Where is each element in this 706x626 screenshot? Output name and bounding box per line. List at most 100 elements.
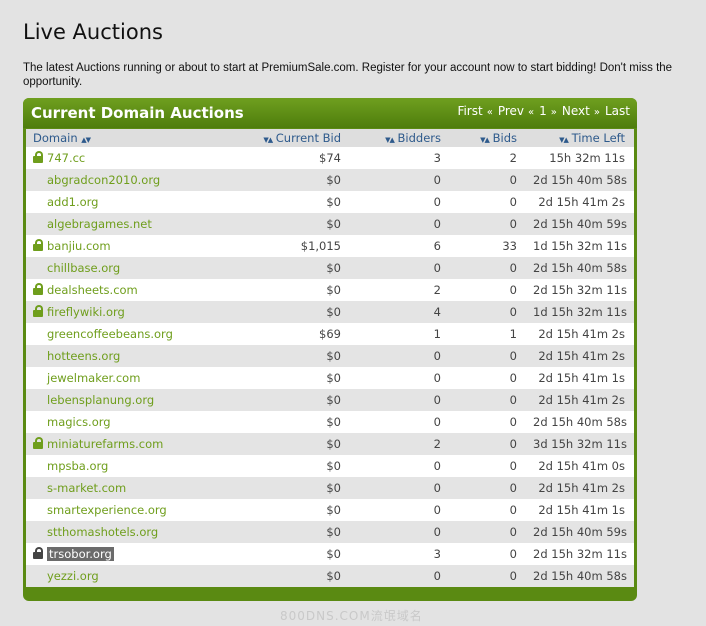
- table-row: fireflywiki.org $0 4 0 1d 15h 32m 11s: [26, 301, 634, 323]
- table-row: abgradcon2010.org $0 0 0 2d 15h 40m 58s: [26, 169, 634, 191]
- pager-last-link[interactable]: Last: [605, 104, 630, 118]
- domain-link[interactable]: add1.org: [47, 195, 99, 209]
- intro-text: The latest Auctions running or about to …: [23, 62, 673, 88]
- domain-link[interactable]: s-market.com: [47, 481, 127, 495]
- bids-cell: 33: [449, 235, 529, 257]
- table-row: smartexperience.org $0 0 0 2d 15h 41m 1s: [26, 499, 634, 521]
- current-bid-cell: $0: [223, 213, 345, 235]
- bidders-cell: 0: [345, 169, 449, 191]
- current-bid-cell: $69: [223, 323, 345, 345]
- domain-cell: lebensplanung.org: [26, 389, 223, 411]
- domain-link[interactable]: banjiu.com: [47, 239, 111, 253]
- table-row: chillbase.org $0 0 0 2d 15h 40m 58s: [26, 257, 634, 279]
- pager-first-link[interactable]: First: [457, 104, 483, 118]
- bidders-cell: 0: [345, 455, 449, 477]
- auctions-table-wrap: Domain ▲▼ ▼▲ Current Bid ▼▲ Bidders ▼▲ B…: [26, 129, 634, 587]
- domain-link[interactable]: mpsba.org: [47, 459, 109, 473]
- domain-link[interactable]: miniaturefarms.com: [47, 437, 164, 451]
- bids-cell: 0: [449, 345, 529, 367]
- time-left-cell: 2d 15h 40m 58s: [529, 257, 634, 279]
- current-bid-cell: $0: [223, 543, 345, 565]
- domain-link[interactable]: trsobor.org: [47, 547, 114, 561]
- domain-cell: miniaturefarms.com: [26, 433, 223, 455]
- current-bid-cell: $0: [223, 279, 345, 301]
- domain-link[interactable]: 747.cc: [47, 151, 86, 165]
- column-header-current-bid[interactable]: ▼▲ Current Bid: [223, 129, 345, 147]
- lock-icon: [33, 151, 43, 163]
- current-bid-cell: $0: [223, 257, 345, 279]
- table-row: dealsheets.com $0 2 0 2d 15h 32m 11s: [26, 279, 634, 301]
- domain-link[interactable]: jewelmaker.com: [47, 371, 141, 385]
- bids-cell: 0: [449, 301, 529, 323]
- domain-link[interactable]: abgradcon2010.org: [47, 173, 161, 187]
- domain-cell: add1.org: [26, 191, 223, 213]
- table-row: lebensplanung.org $0 0 0 2d 15h 41m 2s: [26, 389, 634, 411]
- bidders-cell: 0: [345, 191, 449, 213]
- column-header-bids[interactable]: ▼▲ Bids: [449, 129, 529, 147]
- table-row: stthomashotels.org $0 0 0 2d 15h 40m 59s: [26, 521, 634, 543]
- current-bid-cell: $74: [223, 147, 345, 169]
- current-bid-cell: $0: [223, 169, 345, 191]
- domain-link[interactable]: algebragames.net: [47, 217, 152, 231]
- domain-link[interactable]: dealsheets.com: [47, 283, 138, 297]
- bidders-cell: 1: [345, 323, 449, 345]
- bidders-cell: 0: [345, 477, 449, 499]
- time-left-cell: 2d 15h 40m 59s: [529, 521, 634, 543]
- domain-cell: jewelmaker.com: [26, 367, 223, 389]
- domain-cell: banjiu.com: [26, 235, 223, 257]
- bidders-cell: 0: [345, 499, 449, 521]
- column-header-bidders[interactable]: ▼▲ Bidders: [345, 129, 449, 147]
- time-left-cell: 2d 15h 41m 2s: [529, 389, 634, 411]
- domain-link[interactable]: smartexperience.org: [47, 503, 167, 517]
- time-left-cell: 2d 15h 41m 1s: [529, 499, 634, 521]
- pager-prev-link[interactable]: Prev: [497, 104, 525, 118]
- pager-separator: »: [550, 107, 557, 118]
- table-row: algebragames.net $0 0 0 2d 15h 40m 59s: [26, 213, 634, 235]
- time-left-cell: 15h 32m 11s: [529, 147, 634, 169]
- domain-link[interactable]: yezzi.org: [47, 569, 99, 583]
- table-row: mpsba.org $0 0 0 2d 15h 41m 0s: [26, 455, 634, 477]
- current-bid-cell: $0: [223, 521, 345, 543]
- domain-link[interactable]: fireflywiki.org: [47, 305, 125, 319]
- bidders-cell: 6: [345, 235, 449, 257]
- domain-cell: chillbase.org: [26, 257, 223, 279]
- domain-link[interactable]: chillbase.org: [47, 261, 121, 275]
- sort-arrows-icon: ▼▲: [263, 136, 273, 144]
- domain-link[interactable]: greencoffeebeans.org: [47, 327, 173, 341]
- current-bid-cell: $0: [223, 367, 345, 389]
- lock-icon: [33, 437, 43, 449]
- pager-next-link[interactable]: Next: [561, 104, 590, 118]
- table-row: 747.cc $74 3 2 15h 32m 11s: [26, 147, 634, 169]
- bids-cell: 0: [449, 389, 529, 411]
- pager: First «Prev «1» Next» Last: [454, 104, 630, 118]
- domain-cell: magics.org: [26, 411, 223, 433]
- bids-cell: 0: [449, 411, 529, 433]
- current-bid-cell: $0: [223, 565, 345, 587]
- table-row: yezzi.org $0 0 0 2d 15h 40m 58s: [26, 565, 634, 587]
- bidders-cell: 0: [345, 213, 449, 235]
- bids-cell: 0: [449, 521, 529, 543]
- domain-link[interactable]: magics.org: [47, 415, 111, 429]
- table-row: trsobor.org $0 3 0 2d 15h 32m 11s: [26, 543, 634, 565]
- domain-link[interactable]: stthomashotels.org: [47, 525, 159, 539]
- domain-cell: trsobor.org: [26, 543, 223, 565]
- bids-cell: 0: [449, 213, 529, 235]
- time-left-cell: 2d 15h 40m 59s: [529, 213, 634, 235]
- time-left-cell: 1d 15h 32m 11s: [529, 235, 634, 257]
- bids-cell: 0: [449, 169, 529, 191]
- pager-page-number[interactable]: 1: [539, 104, 547, 118]
- domain-link[interactable]: lebensplanung.org: [47, 393, 155, 407]
- time-left-cell: 1d 15h 32m 11s: [529, 301, 634, 323]
- time-left-cell: 2d 15h 40m 58s: [529, 169, 634, 191]
- current-bid-cell: $0: [223, 411, 345, 433]
- panel-title: Current Domain Auctions: [31, 104, 244, 122]
- bidders-cell: 0: [345, 367, 449, 389]
- column-header-domain[interactable]: Domain ▲▼: [26, 129, 223, 147]
- domain-cell: mpsba.org: [26, 455, 223, 477]
- time-left-cell: 2d 15h 41m 2s: [529, 477, 634, 499]
- page-title: Live Auctions: [23, 20, 163, 44]
- column-header-time-left[interactable]: ▼▲ Time Left: [529, 129, 634, 147]
- domain-link[interactable]: hotteens.org: [47, 349, 121, 363]
- time-left-cell: 2d 15h 40m 58s: [529, 565, 634, 587]
- bidders-cell: 3: [345, 147, 449, 169]
